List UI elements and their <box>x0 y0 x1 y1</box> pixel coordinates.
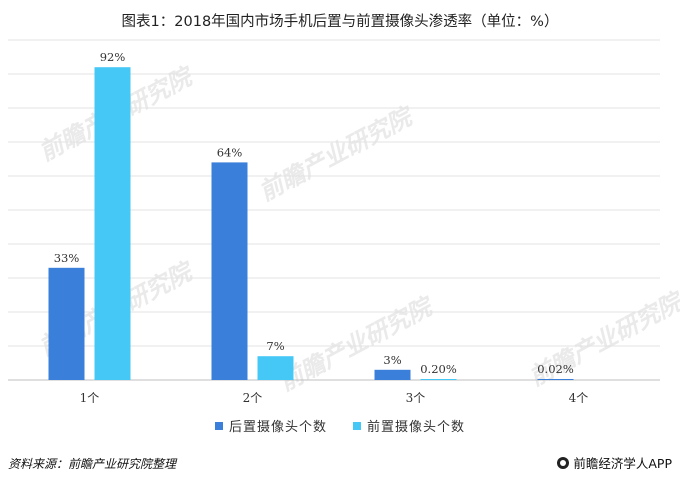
legend-item-rear: 后置摄像头个数 <box>214 416 327 435</box>
legend-swatch-front <box>353 421 361 430</box>
brand-mark: 前瞻经济学人APP <box>557 453 672 472</box>
source-note: 资料来源：前瞻产业研究院整理 <box>8 457 177 471</box>
data-label-front-2: 7% <box>266 339 284 353</box>
bar-front-3 <box>420 379 457 380</box>
data-label-front-1: 92% <box>100 50 126 64</box>
x-tick-label: 2个 <box>243 391 263 405</box>
data-label-rear-2: 64% <box>217 145 243 159</box>
legend: 后置摄像头个数 前置摄像头个数 <box>0 416 680 435</box>
bar-rear-1 <box>48 267 85 380</box>
bar-rear-2 <box>211 162 248 380</box>
brand-text: 前瞻经济学人APP <box>573 456 672 471</box>
bar-chart: 33% 92% 1个 64% 7% 2个 3% 0.20% 3个 0.02% 4个 <box>8 39 660 405</box>
data-label-rear-1: 33% <box>54 251 80 265</box>
chart-title: 图表1：2018年国内市场手机后置与前置摄像头渗透率（单位：%） <box>121 14 559 30</box>
brand-logo-icon <box>557 456 570 469</box>
bar-front-2 <box>257 356 294 380</box>
bar-rear-3 <box>374 369 411 380</box>
x-tick-label: 1个 <box>80 391 100 405</box>
data-label-rear-4: 0.02% <box>537 362 574 376</box>
legend-swatch-rear <box>214 421 223 430</box>
x-tick-label: 4个 <box>569 391 589 405</box>
x-tick-label: 3个 <box>406 391 426 405</box>
bar-rear-4 <box>537 379 574 380</box>
bar-front-1 <box>94 67 131 380</box>
legend-label-rear: 后置摄像头个数 <box>228 420 327 435</box>
legend-label-front: 前置摄像头个数 <box>367 420 466 435</box>
legend-item-front: 前置摄像头个数 <box>353 416 465 435</box>
data-label-front-3: 0.20% <box>420 362 457 376</box>
data-label-rear-3: 3% <box>383 353 401 367</box>
